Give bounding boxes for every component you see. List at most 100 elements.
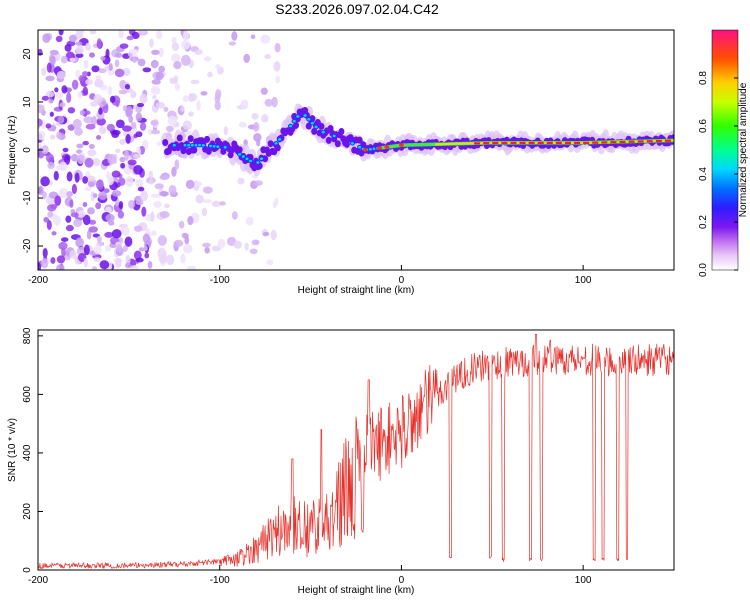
signal-cyan xyxy=(256,161,260,164)
noise-blob xyxy=(29,59,38,69)
y-tick-label: 20 xyxy=(22,48,33,60)
noise-blob xyxy=(119,156,126,163)
signal-hotspot xyxy=(362,148,368,152)
noise-blob xyxy=(59,102,66,108)
noise-blob xyxy=(75,53,84,58)
x-tick-label: 100 xyxy=(575,575,592,586)
noise-blob xyxy=(148,178,154,185)
noise-blob xyxy=(133,164,143,175)
noise-blob xyxy=(96,179,104,190)
noise-blob xyxy=(264,54,271,60)
signal-cyan xyxy=(321,130,325,134)
signal-core xyxy=(236,146,243,154)
noise-blob xyxy=(184,131,194,137)
spectrogram-y-axis: -20 -10 0 10 20 xyxy=(22,48,43,253)
noise-blob xyxy=(200,91,208,96)
noise-blob xyxy=(114,68,125,78)
y-tick-label: 800 xyxy=(22,327,33,344)
noise-blob xyxy=(262,232,270,237)
noise-blob xyxy=(75,237,84,248)
signal-cyan xyxy=(212,145,216,148)
signal-cyan xyxy=(201,144,205,147)
x-tick-label: -200 xyxy=(28,275,48,286)
noise-blob xyxy=(188,92,198,102)
noise-blob xyxy=(56,70,66,80)
noise-blob xyxy=(94,79,104,88)
spectrogram-x-axis: -200 -100 0 100 xyxy=(28,265,592,286)
noise-blob xyxy=(140,190,148,202)
noise-blob xyxy=(56,264,65,270)
noise-blob xyxy=(270,229,277,241)
noise-blob xyxy=(58,30,64,36)
y-tick-label: 0 xyxy=(22,147,33,153)
signal-core xyxy=(318,122,325,130)
snr-series-line xyxy=(38,334,674,570)
noise-blob xyxy=(41,191,47,200)
spectrogram-content xyxy=(28,30,674,270)
noise-blob xyxy=(182,95,189,103)
noise-blob xyxy=(244,242,249,251)
signal-peak xyxy=(537,141,544,144)
signal-cyan xyxy=(187,143,191,147)
spectrogram-y-axis-label: Frequency (Hz) xyxy=(7,116,18,185)
noise-blob xyxy=(57,115,65,124)
noise-blob xyxy=(139,122,147,131)
noise-blob xyxy=(40,176,50,187)
noise-blob xyxy=(38,122,40,131)
noise-blob xyxy=(266,259,274,266)
noise-blob xyxy=(103,188,110,194)
noise-blob xyxy=(152,95,157,100)
noise-blob xyxy=(161,191,168,197)
colorbar-gradient xyxy=(711,29,739,271)
noise-blob xyxy=(64,43,72,52)
noise-blob xyxy=(260,87,268,95)
noise-blob xyxy=(93,256,101,263)
noise-blob xyxy=(204,246,210,254)
noise-blob xyxy=(82,201,88,208)
noise-blob xyxy=(158,47,164,58)
noise-blob xyxy=(154,183,164,190)
noise-blob xyxy=(95,74,102,80)
noise-blob xyxy=(128,115,134,123)
noise-blob xyxy=(45,75,55,82)
noise-blob xyxy=(109,95,116,103)
noise-blob xyxy=(253,132,262,142)
chart-title: S233.2026.097.02.04.C42 xyxy=(275,1,439,17)
signal-core xyxy=(191,146,198,154)
signal-cyan xyxy=(292,119,296,123)
signal-cyan xyxy=(368,147,373,151)
noise-blob xyxy=(164,203,170,209)
snr-y-axis: 0 200 400 600 800 xyxy=(22,327,43,573)
noise-blob xyxy=(88,143,95,150)
signal-peak xyxy=(528,141,535,144)
signal-core xyxy=(338,127,345,135)
noise-blob xyxy=(215,64,221,70)
noise-blob xyxy=(28,80,32,88)
noise-blob xyxy=(84,157,94,168)
noise-blob xyxy=(182,243,193,254)
signal-peak xyxy=(655,139,662,143)
noise-blob xyxy=(174,83,181,91)
signal-core xyxy=(220,147,227,155)
noise-blob xyxy=(107,175,114,186)
noise-blob xyxy=(83,257,88,268)
noise-blob xyxy=(143,245,148,252)
noise-blob xyxy=(76,154,85,165)
noise-blob xyxy=(254,239,260,245)
noise-blob xyxy=(66,92,72,103)
colorbar-tick-label: 0.6 xyxy=(698,119,709,133)
noise-blob xyxy=(93,245,102,255)
noise-blob xyxy=(111,129,121,136)
noise-blob xyxy=(89,30,97,35)
noise-blob xyxy=(130,90,137,99)
noise-blob xyxy=(155,102,166,109)
noise-blob xyxy=(104,231,114,238)
noise-blob xyxy=(139,30,147,34)
colorbar-tick-label: 0.4 xyxy=(698,167,709,181)
signal-peak xyxy=(664,139,671,142)
noise-blob xyxy=(194,49,203,56)
noise-blob xyxy=(264,98,273,107)
noise-blob xyxy=(74,172,80,183)
signal-peak xyxy=(628,140,635,143)
